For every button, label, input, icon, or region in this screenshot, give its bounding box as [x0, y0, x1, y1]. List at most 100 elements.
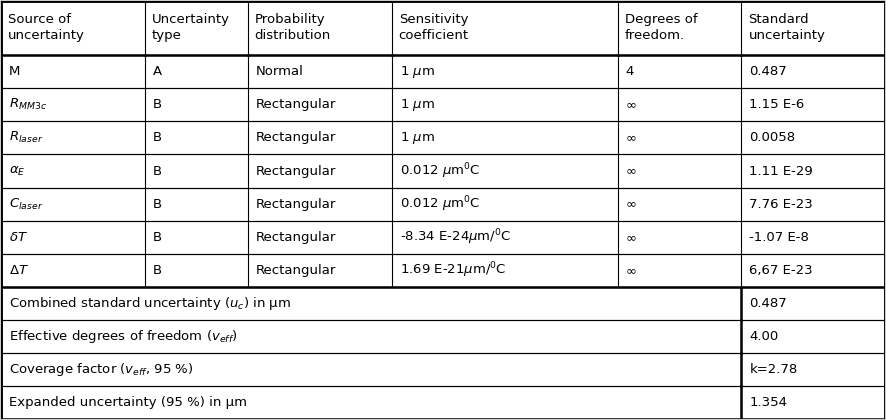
Text: ∞: ∞: [626, 165, 637, 178]
Bar: [1, 386, 742, 419]
Bar: [1, 287, 742, 320]
Bar: [742, 1, 885, 55]
Bar: [144, 121, 247, 155]
Bar: [144, 188, 247, 220]
Text: Rectangular: Rectangular: [255, 231, 336, 244]
Bar: [144, 88, 247, 121]
Bar: [618, 121, 742, 155]
Bar: [618, 1, 742, 55]
Text: ∞: ∞: [626, 264, 637, 277]
Text: Rectangular: Rectangular: [255, 98, 336, 111]
Text: M: M: [9, 65, 20, 78]
Text: ∞: ∞: [626, 231, 637, 244]
Text: B: B: [152, 98, 162, 111]
Bar: [392, 1, 618, 55]
Bar: [247, 88, 392, 121]
Bar: [392, 254, 618, 287]
Bar: [1, 1, 144, 55]
Text: Coverage factor ($v_{eff}$, 95 %): Coverage factor ($v_{eff}$, 95 %): [9, 361, 193, 378]
Bar: [247, 220, 392, 254]
Text: 1.69 E-21$\mu$m/$^0$C: 1.69 E-21$\mu$m/$^0$C: [400, 260, 506, 280]
Text: 6,67 E-23: 6,67 E-23: [750, 264, 812, 277]
Bar: [1, 55, 144, 88]
Text: Normal: Normal: [255, 65, 303, 78]
Bar: [144, 220, 247, 254]
Bar: [247, 188, 392, 220]
Bar: [618, 188, 742, 220]
Text: k=2.78: k=2.78: [750, 363, 797, 376]
Text: 0.0058: 0.0058: [750, 131, 796, 144]
Text: ∞: ∞: [626, 131, 637, 144]
Text: 1 $\mu$m: 1 $\mu$m: [400, 130, 434, 146]
Text: Sensitivity
coefficient: Sensitivity coefficient: [399, 13, 469, 42]
Bar: [144, 55, 247, 88]
Text: Standard
uncertainty: Standard uncertainty: [749, 13, 825, 42]
Bar: [742, 220, 885, 254]
Bar: [247, 55, 392, 88]
Bar: [618, 155, 742, 188]
Text: Rectangular: Rectangular: [255, 165, 336, 178]
Bar: [742, 155, 885, 188]
Text: B: B: [152, 165, 162, 178]
Text: 1 $\mu$m: 1 $\mu$m: [400, 64, 434, 80]
Text: B: B: [152, 131, 162, 144]
Text: ∞: ∞: [626, 98, 637, 111]
Text: $R_{laser}$: $R_{laser}$: [9, 130, 43, 145]
Bar: [247, 254, 392, 287]
Text: Degrees of
freedom.: Degrees of freedom.: [625, 13, 697, 42]
Bar: [618, 254, 742, 287]
Text: Source of
uncertainty: Source of uncertainty: [8, 13, 85, 42]
Bar: [1, 121, 144, 155]
Bar: [392, 88, 618, 121]
Bar: [618, 220, 742, 254]
Bar: [392, 121, 618, 155]
Text: Uncertainty
type: Uncertainty type: [152, 13, 229, 42]
Bar: [742, 121, 885, 155]
Bar: [1, 188, 144, 220]
Bar: [247, 1, 392, 55]
Text: $\Delta T$: $\Delta T$: [9, 264, 28, 277]
Bar: [1, 88, 144, 121]
Bar: [247, 121, 392, 155]
Bar: [392, 220, 618, 254]
Text: $\delta T$: $\delta T$: [9, 231, 27, 244]
Bar: [1, 320, 742, 353]
Bar: [392, 188, 618, 220]
Text: 1 $\mu$m: 1 $\mu$m: [400, 97, 434, 113]
Text: 4.00: 4.00: [750, 330, 779, 343]
Text: ∞: ∞: [626, 198, 637, 211]
Bar: [618, 55, 742, 88]
Text: 7.76 E-23: 7.76 E-23: [750, 198, 813, 211]
Bar: [144, 1, 247, 55]
Bar: [392, 155, 618, 188]
Text: Rectangular: Rectangular: [255, 198, 336, 211]
Bar: [247, 155, 392, 188]
Bar: [742, 188, 885, 220]
Bar: [742, 353, 885, 386]
Text: Expanded uncertainty (95 %) in μm: Expanded uncertainty (95 %) in μm: [9, 396, 246, 409]
Bar: [1, 254, 144, 287]
Text: $\alpha_{E}$: $\alpha_{E}$: [9, 165, 25, 178]
Text: 0.487: 0.487: [750, 65, 787, 78]
Text: B: B: [152, 231, 162, 244]
Bar: [742, 287, 885, 320]
Text: Effective degrees of freedom ($v_{eff}$): Effective degrees of freedom ($v_{eff}$): [9, 328, 237, 345]
Text: 0.487: 0.487: [750, 297, 787, 310]
Bar: [144, 254, 247, 287]
Text: Combined standard uncertainty ($u_c$) in μm: Combined standard uncertainty ($u_c$) in…: [9, 295, 291, 312]
Text: $R_{MM3c}$: $R_{MM3c}$: [9, 97, 47, 113]
Text: -1.07 E-8: -1.07 E-8: [750, 231, 809, 244]
Bar: [1, 353, 742, 386]
Text: Rectangular: Rectangular: [255, 264, 336, 277]
Bar: [144, 155, 247, 188]
Text: B: B: [152, 264, 162, 277]
Bar: [742, 254, 885, 287]
Text: Probability
distribution: Probability distribution: [254, 13, 330, 42]
Text: B: B: [152, 198, 162, 211]
Text: Rectangular: Rectangular: [255, 131, 336, 144]
Bar: [618, 88, 742, 121]
Text: A: A: [152, 65, 162, 78]
Text: 1.354: 1.354: [750, 396, 788, 409]
Bar: [742, 386, 885, 419]
Bar: [742, 320, 885, 353]
